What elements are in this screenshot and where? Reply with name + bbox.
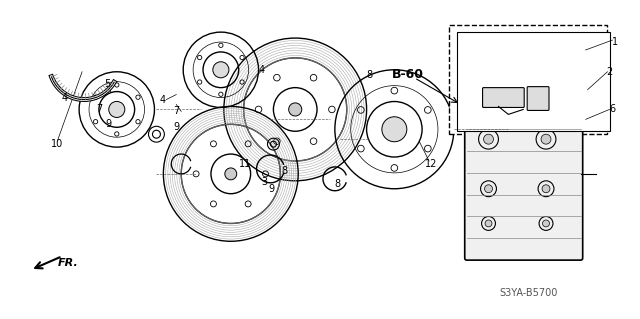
Text: 8: 8 bbox=[281, 166, 287, 176]
Bar bbox=[449, 25, 607, 134]
Text: 5: 5 bbox=[104, 79, 110, 89]
FancyBboxPatch shape bbox=[465, 88, 582, 260]
Text: 7: 7 bbox=[96, 104, 102, 115]
Text: 6: 6 bbox=[609, 104, 616, 115]
Text: 1: 1 bbox=[612, 37, 618, 47]
Text: 9: 9 bbox=[106, 119, 112, 129]
Text: 7: 7 bbox=[173, 107, 179, 116]
Text: 4: 4 bbox=[159, 94, 166, 105]
Circle shape bbox=[511, 99, 524, 110]
FancyBboxPatch shape bbox=[483, 88, 524, 108]
Text: 2: 2 bbox=[606, 67, 612, 77]
Circle shape bbox=[542, 185, 550, 193]
Circle shape bbox=[541, 134, 551, 144]
Circle shape bbox=[382, 117, 407, 142]
Text: 11: 11 bbox=[239, 159, 251, 169]
Text: 12: 12 bbox=[425, 159, 437, 169]
Text: 8: 8 bbox=[367, 70, 372, 80]
Circle shape bbox=[484, 185, 493, 193]
Circle shape bbox=[225, 168, 237, 180]
Text: B-60: B-60 bbox=[392, 68, 424, 81]
Circle shape bbox=[289, 103, 302, 116]
FancyBboxPatch shape bbox=[527, 87, 549, 110]
Circle shape bbox=[109, 101, 125, 117]
Circle shape bbox=[213, 62, 229, 78]
Text: S3YA-B5700: S3YA-B5700 bbox=[499, 288, 557, 298]
Text: 4: 4 bbox=[259, 65, 264, 75]
Bar bbox=[457, 32, 611, 131]
Circle shape bbox=[543, 220, 550, 227]
Circle shape bbox=[484, 134, 493, 144]
Text: FR.: FR. bbox=[58, 258, 78, 268]
Text: 9: 9 bbox=[268, 184, 275, 194]
Circle shape bbox=[485, 220, 492, 227]
Text: 3: 3 bbox=[261, 177, 268, 187]
Text: 8: 8 bbox=[335, 179, 341, 189]
Text: 4: 4 bbox=[61, 93, 67, 102]
Text: 9: 9 bbox=[173, 122, 179, 132]
Text: 10: 10 bbox=[51, 139, 63, 149]
